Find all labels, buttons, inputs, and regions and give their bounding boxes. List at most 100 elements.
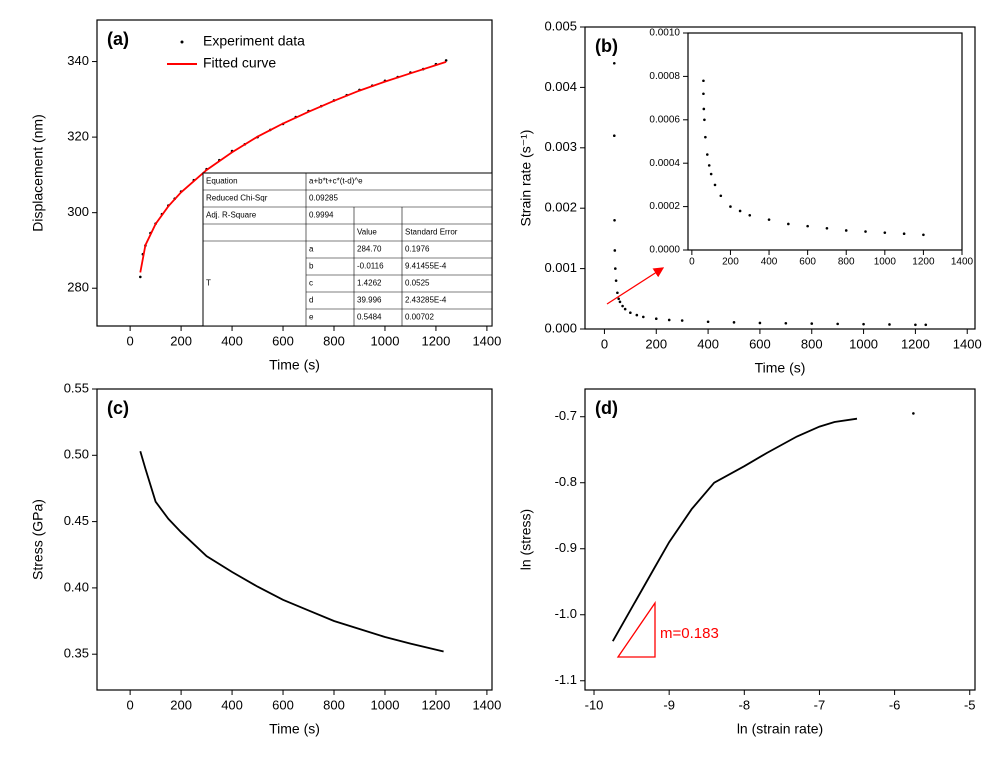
x-tick-label: 1000 (371, 333, 400, 348)
x-tick-label: 600 (749, 336, 771, 351)
table-cell: 1.4262 (357, 279, 382, 288)
y-tick-label: 0.55 (64, 380, 89, 395)
x-tick-label: 0 (689, 257, 695, 268)
x-tick-label: 1200 (901, 336, 930, 351)
data-point (617, 297, 620, 301)
data-point (642, 315, 645, 319)
y-axis-label: Stress (GPa) (30, 499, 46, 580)
x-tick-label: 1200 (421, 697, 450, 712)
data-point (613, 218, 616, 222)
x-tick-label: 200 (645, 336, 667, 351)
y-tick-label: 0.0010 (649, 28, 680, 39)
data-point (787, 222, 790, 226)
x-tick-label: -8 (739, 697, 751, 712)
y-tick-label: 280 (67, 280, 89, 295)
data-point (748, 213, 752, 217)
x-tick-label: -5 (964, 697, 976, 712)
x-tick-label: -9 (663, 697, 675, 712)
table-cell: a+b*t+c*(t-d)^e (309, 177, 363, 186)
table-cell: 0.9994 (309, 211, 334, 220)
y-tick-label: 300 (67, 204, 89, 219)
data-point (707, 164, 711, 167)
data-point (612, 61, 616, 65)
table-cell: 284.70 (357, 245, 382, 254)
y-tick-label: 340 (67, 53, 89, 68)
x-tick-label: 1000 (371, 697, 400, 712)
x-axis-label: Time (s) (269, 357, 320, 373)
data-point (729, 205, 732, 208)
data-point (623, 307, 627, 311)
y-tick-label: 0.35 (64, 646, 89, 661)
data-point (825, 227, 829, 230)
data-point (914, 323, 917, 327)
x-tick-label: -6 (889, 697, 901, 712)
table-cell: 0.5484 (357, 313, 382, 322)
table-cell: 9.41455E-4 (405, 262, 447, 271)
data-point (704, 135, 707, 139)
table-cell: Adj. R-Square (206, 211, 257, 220)
x-tick-label: 600 (799, 257, 816, 268)
data-line (139, 451, 444, 653)
slope-triangle (616, 600, 656, 658)
data-point (713, 183, 717, 187)
table-cell: Reduced Chi-Sqr (206, 194, 268, 203)
plot-frame (96, 388, 493, 691)
data-point (806, 224, 809, 228)
data-point (680, 319, 684, 322)
data-point (629, 311, 632, 314)
data-point (732, 321, 736, 324)
data-point (702, 92, 705, 96)
y-tick-label: 320 (67, 129, 89, 144)
y-tick-label: 0.001 (544, 260, 577, 275)
x-tick-label: 0 (601, 336, 608, 351)
y-tick-label: -0.7 (555, 408, 577, 423)
table-cell: e (309, 313, 314, 322)
data-point (902, 232, 906, 236)
table-cell: 0.1976 (405, 245, 430, 254)
table-cell: 2.43285E-4 (405, 296, 447, 305)
x-tick-label: 1400 (472, 697, 501, 712)
panel-label: (b) (595, 36, 618, 56)
data-point (922, 233, 925, 237)
y-axis-label: ln (stress) (518, 509, 534, 570)
y-tick-label: 0.40 (64, 579, 89, 594)
y-tick-label: 0.0000 (649, 245, 680, 256)
legend-label: Fitted curve (203, 55, 276, 71)
y-tick-label: -1.1 (555, 672, 577, 687)
data-point (719, 194, 723, 198)
x-tick-label: 400 (221, 333, 243, 348)
x-axis-label: ln (strain rate) (737, 721, 823, 737)
y-tick-label: 0.004 (544, 79, 577, 94)
table-cell: 0.09285 (309, 194, 338, 203)
x-tick-label: 0 (127, 697, 134, 712)
table-cell: a (309, 245, 314, 254)
table-header: Standard Error (405, 228, 458, 237)
data-point (883, 231, 887, 234)
table-cell: d (309, 296, 313, 305)
y-tick-label: 0.0002 (649, 201, 680, 212)
data-point (924, 323, 928, 327)
data-point (654, 317, 658, 321)
panel-label: (d) (595, 398, 618, 418)
fit-table (202, 172, 493, 327)
x-tick-label: 400 (221, 697, 243, 712)
y-tick-label: 0.0008 (649, 71, 680, 82)
x-tick-label: 1000 (874, 257, 897, 268)
y-tick-label: 0.45 (64, 513, 89, 528)
x-tick-label: -10 (585, 697, 604, 712)
panel-label: (c) (107, 398, 129, 418)
x-tick-label: 800 (801, 336, 823, 351)
data-point (613, 249, 617, 252)
y-axis-label: Displacement (nm) (30, 114, 46, 231)
data-point (888, 323, 891, 326)
data-point (784, 321, 788, 325)
y-tick-label: -0.8 (555, 474, 577, 489)
y-tick-label: 0.0004 (649, 158, 680, 169)
data-line (612, 417, 858, 642)
y-tick-label: 0.0006 (649, 114, 680, 125)
data-point (738, 209, 742, 213)
legend-swatch (180, 40, 184, 44)
x-tick-label: 1200 (912, 257, 935, 268)
